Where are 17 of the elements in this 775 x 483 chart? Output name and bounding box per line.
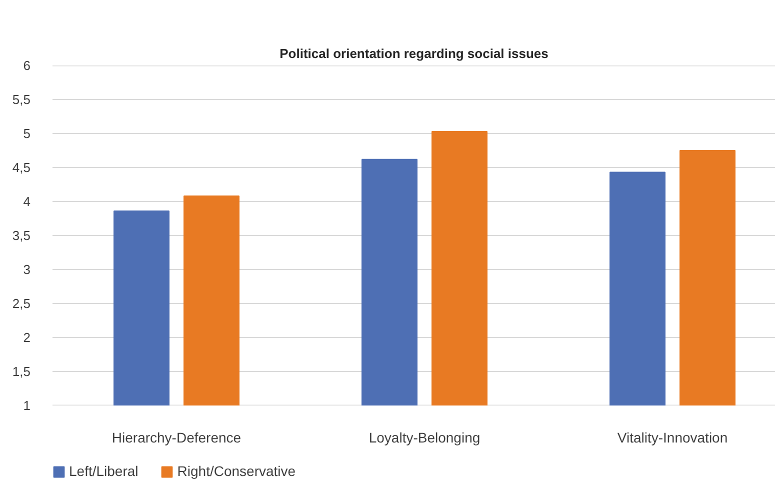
x-tick-label: Hierarchy-Deference	[112, 430, 242, 446]
y-tick-label: 1	[23, 398, 31, 413]
legend-label: Right/Conservative	[177, 463, 296, 479]
y-tick-label: 2	[23, 330, 31, 345]
y-tick-label: 5,5	[12, 92, 31, 107]
y-tick-label: 4	[23, 194, 31, 209]
y-tick-label: 3	[23, 262, 31, 277]
y-tick-label: 1,5	[12, 364, 31, 379]
y-tick-label: 6	[23, 58, 31, 73]
x-tick-label: Loyalty-Belonging	[368, 430, 480, 446]
y-tick-label: 2,5	[12, 296, 31, 311]
chart-title: Political orientation regarding social issues	[280, 46, 548, 61]
y-tick-label: 5	[23, 126, 31, 141]
legend-label: Left/Liberal	[69, 463, 138, 479]
y-tick-label: 3,5	[12, 228, 31, 243]
y-tick-label: 4,5	[12, 160, 31, 175]
x-tick-label: Vitality-Innovation	[617, 430, 728, 446]
